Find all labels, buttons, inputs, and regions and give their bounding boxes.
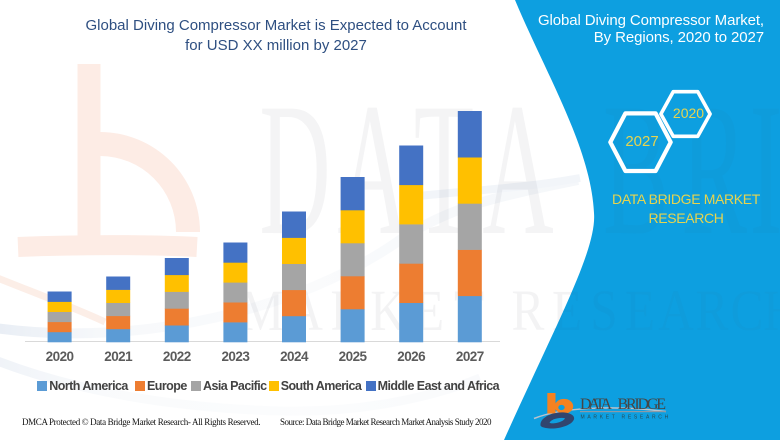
svg-text:DATA: DATA (580, 396, 612, 413)
svg-text:BRIDGE: BRIDGE (618, 396, 667, 413)
svg-text:MARKET RESEARCH: MARKET RESEARCH (581, 415, 671, 421)
